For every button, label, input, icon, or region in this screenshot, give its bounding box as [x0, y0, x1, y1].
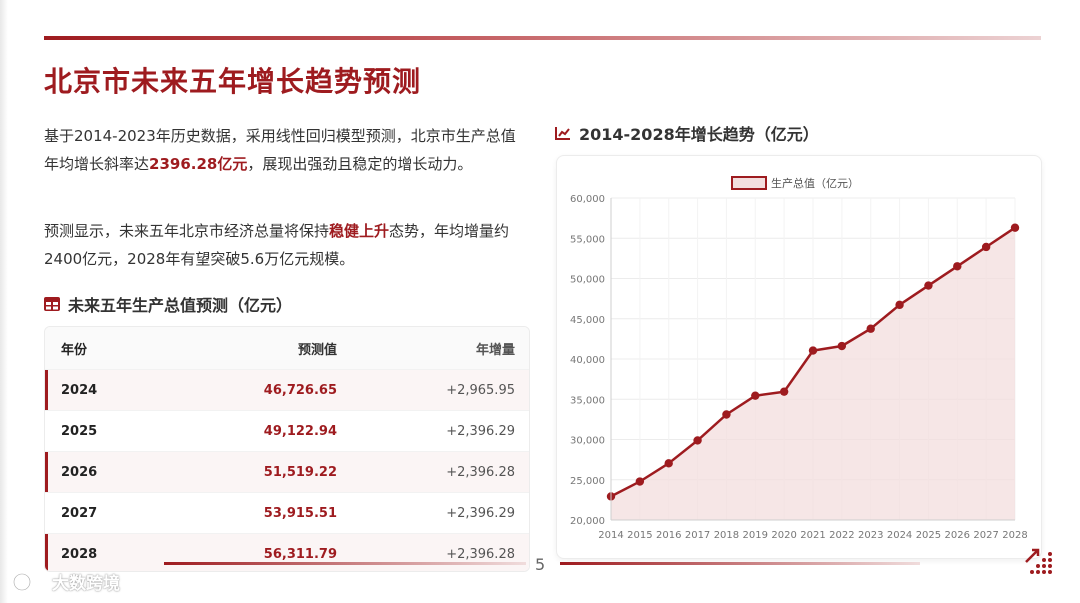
- table-row: 2026 51,519.22 +2,396.28: [45, 451, 529, 492]
- x-tick-label: 2025: [916, 530, 941, 541]
- y-tick-label: 20,000: [570, 516, 605, 527]
- x-tick-label: 2016: [656, 530, 681, 541]
- y-tick-label: 50,000: [570, 275, 605, 286]
- y-tick-label: 60,000: [570, 194, 605, 205]
- forecast-text-a: 预测显示，未来五年北京市经济总量将保持: [44, 222, 330, 240]
- x-tick-label: 2014: [598, 530, 623, 541]
- chart-title-text: 2014-2028年增长趋势（亿元）: [579, 125, 819, 144]
- data-point: [693, 436, 702, 445]
- x-tick-label: 2023: [858, 530, 883, 541]
- brand-logo-icon: [1025, 548, 1052, 574]
- cell-value: 53,915.51: [263, 505, 337, 521]
- y-tick-label: 30,000: [570, 436, 605, 447]
- cell-value: 46,726.65: [263, 382, 337, 398]
- data-point: [635, 477, 645, 486]
- x-tick-label: 2018: [714, 530, 739, 541]
- cell-increase: +2,396.29: [446, 505, 515, 521]
- data-point: [895, 300, 904, 310]
- data-point: [1010, 223, 1020, 232]
- cell-increase: +2,396.29: [446, 423, 515, 439]
- data-point: [837, 341, 847, 351]
- forecast-paragraph: 预测显示，未来五年北京市经济总量将保持稳健上升态势，年均增量约2400亿元，20…: [44, 217, 526, 273]
- col-header-increase: 年增量: [475, 342, 515, 358]
- cell-year: 2025: [61, 423, 98, 439]
- intro-paragraph: 基于2014-2023年历史数据，采用线性回归模型预测，北京市生产总值年均增长斜…: [44, 122, 526, 178]
- intro-text-b: ，展现出强劲且稳定的增长动力。: [247, 155, 473, 173]
- legend-label: 生产总值（亿元）: [771, 176, 859, 190]
- table-row: 2024 46,726.65 +2,965.95: [45, 369, 529, 410]
- forecast-table: 年份 预测值 年增量 2024 46,726.65 +2,965.95 2025…: [44, 326, 530, 572]
- x-tick-label: 2028: [1002, 530, 1027, 541]
- y-tick-label: 55,000: [570, 234, 605, 245]
- cell-year: 2024: [61, 382, 98, 398]
- top-accent-bar: [44, 36, 1041, 40]
- cell-value: 49,122.94: [263, 423, 337, 439]
- watermark-logo-icon: [12, 572, 42, 591]
- cell-year: 2028: [61, 546, 98, 562]
- data-point: [664, 459, 673, 468]
- x-tick-label: 2020: [771, 530, 796, 541]
- cell-increase: +2,396.28: [446, 546, 515, 562]
- x-tick-label: 2026: [945, 530, 970, 541]
- table-title-text: 未来五年生产总值预测（亿元）: [68, 296, 293, 315]
- cell-increase: +2,396.28: [446, 464, 515, 480]
- y-tick-label: 40,000: [570, 355, 605, 366]
- table-header-row: 年份 预测值 年增量: [45, 327, 529, 369]
- trend-chart: 20,000 25,000 30,000 35,000 40,000 45,000 50,0…: [570, 176, 1028, 541]
- left-edge-shade: [0, 0, 8, 603]
- x-tick-label: 2017: [685, 530, 710, 541]
- col-header-year: 年份: [61, 342, 88, 358]
- y-tick-label: 35,000: [570, 395, 605, 406]
- data-point: [953, 262, 962, 271]
- x-tick-label: 2019: [743, 530, 768, 541]
- page-number: 5: [535, 555, 546, 574]
- x-tick-label: 2021: [800, 530, 825, 541]
- slope-highlight: 2396.28亿元: [149, 155, 248, 173]
- cell-increase: +2,965.95: [446, 382, 515, 398]
- watermark: 大数跨境: [12, 569, 120, 594]
- table-section-title: 未来五年生产总值预测（亿元）: [44, 292, 292, 316]
- y-tick-label: 25,000: [570, 476, 605, 487]
- watermark-text: 大数跨境: [52, 574, 120, 594]
- data-point: [722, 410, 731, 419]
- trend-chart-card: 20,000 25,000 30,000 35,000 40,000 45,000 50,0…: [556, 155, 1042, 559]
- data-point: [779, 387, 789, 396]
- footer-line-right: [560, 562, 920, 565]
- line-chart-icon: [555, 127, 570, 140]
- data-point: [808, 346, 818, 355]
- cell-value: 51,519.22: [263, 464, 337, 480]
- forecast-text-b: 态势，年均增量约2400亿元，2028年有望突破5.6万亿元规模。: [44, 222, 510, 268]
- footer-line-left: [164, 562, 526, 565]
- x-tick-label: 2015: [627, 530, 652, 541]
- table-icon: [44, 297, 60, 311]
- data-point: [751, 391, 760, 400]
- legend-swatch: [731, 176, 767, 190]
- x-tick-label: 2022: [829, 530, 854, 541]
- cell-year: 2026: [61, 464, 98, 480]
- x-tick-label: 2027: [973, 530, 998, 541]
- table-row: 2025 49,122.94 +2,396.29: [45, 410, 529, 451]
- data-point: [924, 281, 933, 290]
- data-point: [981, 242, 991, 252]
- page-title: 北京市未来五年增长趋势预测: [44, 65, 422, 98]
- cell-year: 2027: [61, 505, 98, 521]
- x-tick-label: 2024: [887, 530, 912, 541]
- col-header-value: 预测值: [297, 342, 337, 358]
- y-tick-label: 45,000: [570, 315, 605, 326]
- intro-text-a: 基于2014-2023年历史数据，采用线性回归模型预测，北京市生产总值年均增长斜…: [44, 127, 516, 173]
- table-row: 2027 53,915.51 +2,396.29: [45, 492, 529, 533]
- series-area: [611, 227, 1015, 520]
- data-point: [866, 324, 875, 333]
- trend-highlight: 稳健上升: [329, 222, 390, 240]
- chart-section-title: 2014-2028年增长趋势（亿元）: [555, 121, 819, 145]
- cell-value: 56,311.79: [263, 546, 337, 562]
- table-row: 2028 56,311.79 +2,396.28: [45, 533, 529, 571]
